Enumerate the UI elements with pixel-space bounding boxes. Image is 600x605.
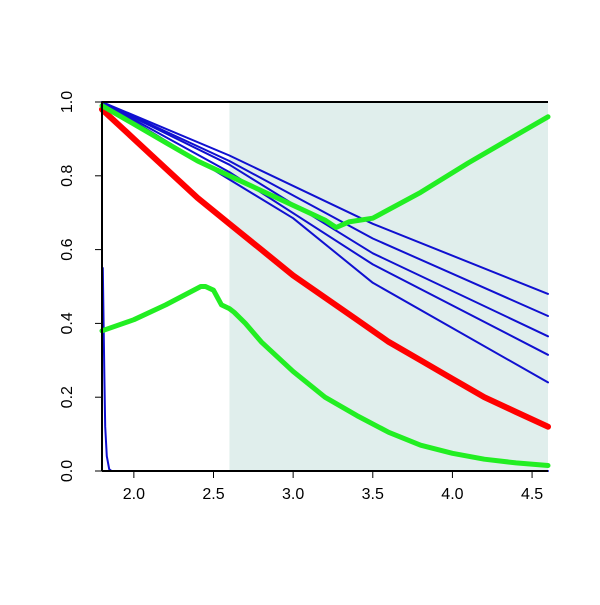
y-tick-label: 0.4 — [59, 312, 76, 334]
shaded-region — [229, 102, 548, 471]
y-tick-label: 0.2 — [59, 386, 76, 408]
x-tick-label: 2.5 — [202, 486, 224, 503]
x-tick-label: 3.5 — [362, 486, 384, 503]
series-line-2 — [101, 101, 549, 295]
y-tick-label: 1.0 — [59, 91, 76, 113]
series-line-3 — [101, 101, 549, 317]
x-tick-label: 2.0 — [123, 486, 145, 503]
y-tick-label: 0.6 — [59, 238, 76, 260]
x-tick-label: 4.5 — [521, 486, 543, 503]
series-line-5 — [101, 101, 549, 356]
y-tick-label: 0.0 — [59, 460, 76, 482]
x-tick-label: 3.0 — [282, 486, 304, 503]
series-line-1 — [99, 106, 551, 430]
series-line-8 — [99, 103, 551, 230]
y-tick-label: 0.8 — [59, 165, 76, 187]
series-line-9 — [99, 284, 551, 468]
x-tick-label: 4.0 — [441, 486, 463, 503]
